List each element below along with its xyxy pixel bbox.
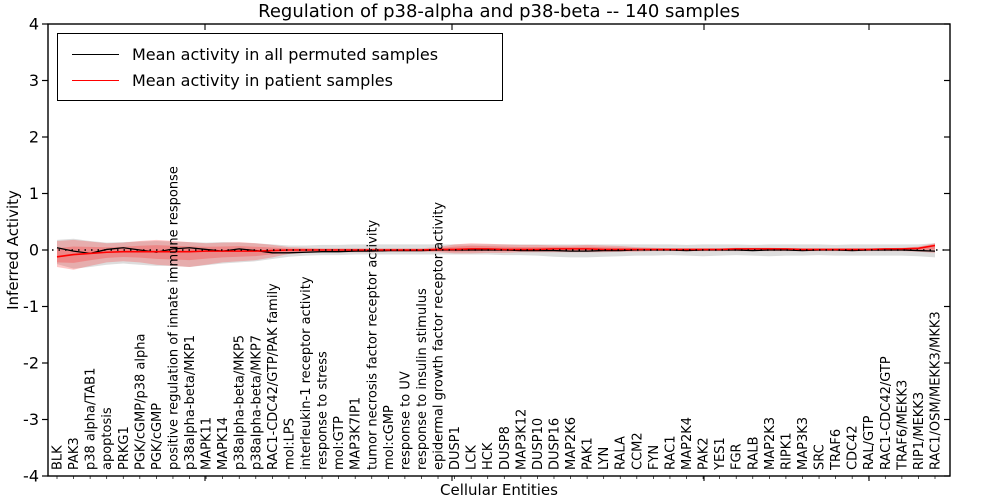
x-tick-label: MAP3K3	[796, 417, 811, 470]
x-tick-label: RAC1-CDC42/GTP	[879, 356, 894, 470]
x-tick-label: positive regulation of innate immune res…	[166, 166, 181, 470]
x-tick-label: MAPK14	[216, 417, 231, 470]
x-tick-label: RALA	[614, 436, 629, 470]
x-tick-label: BLK	[51, 445, 66, 470]
x-tick-label: MAP2K3	[763, 417, 778, 470]
x-tick-label: FGR	[730, 443, 745, 470]
x-tick-label: p38 alpha/TAB1	[84, 368, 99, 470]
y-tick-label: 4	[29, 15, 39, 34]
y-tick-label: 0	[29, 241, 39, 260]
x-tick-label: interleukin-1 receptor activity	[299, 276, 314, 470]
y-tick-label: -4	[23, 467, 39, 486]
legend-item-permuted: Mean activity in all permuted samples	[58, 41, 502, 67]
x-tick-label: RAC1-CDC42/GTP/PAK family	[266, 283, 281, 470]
legend-label-permuted: Mean activity in all permuted samples	[132, 44, 439, 64]
x-tick-label: MAP2K6	[564, 417, 579, 470]
x-tick-label: LCK	[465, 445, 480, 470]
chart-title: Regulation of p38-alpha and p38-beta -- …	[258, 1, 740, 22]
y-tick-label: -1	[23, 297, 39, 316]
x-tick-label: mol:GTP	[332, 416, 347, 470]
x-tick-label: PRKG1	[117, 426, 132, 470]
x-tick-label: epidermal growth factor receptor activit…	[432, 202, 447, 470]
x-tick-label: PAK3	[67, 437, 82, 470]
x-tick-label: SRC	[813, 444, 828, 470]
x-tick-label: MAP3K7IP1	[349, 397, 364, 470]
x-tick-label: HCK	[481, 442, 496, 470]
x-tick-label: RAL/GTP	[862, 415, 877, 470]
x-tick-label: PGK/cGMP/p38 alpha	[133, 334, 148, 470]
x-tick-label: RALB	[746, 436, 761, 470]
x-tick-label: DUSP8	[498, 426, 513, 470]
x-tick-label: tumor necrosis factor receptor activity	[365, 219, 380, 470]
x-tick-label: PAK2	[697, 437, 712, 470]
x-tick-label: MAP3K12	[514, 409, 529, 470]
x-tick-label: DUSP16	[547, 418, 562, 470]
x-tick-label: PAK1	[581, 437, 596, 470]
x-tick-label: DUSP10	[531, 418, 546, 470]
x-tick-label: MAPK11	[200, 417, 215, 470]
x-tick-label: apoptosis	[100, 407, 115, 470]
x-tick-label: response to stress	[316, 351, 331, 470]
x-tick-label: RAC1	[663, 435, 678, 470]
x-tick-label: RIPK1	[779, 432, 794, 470]
permuted-band	[57, 238, 935, 269]
x-tick-label: LYN	[597, 447, 612, 470]
x-tick-label: CCM2	[630, 432, 645, 470]
x-tick-label: CDC42	[846, 425, 861, 470]
x-tick-label: mol:cGMP	[382, 405, 397, 470]
x-tick-label: YES1	[713, 437, 728, 471]
x-tick-label: RAC1/OSM/MEKK3/MKK3	[929, 311, 944, 470]
x-tick-label: DUSP1	[448, 426, 463, 470]
x-tick-label: TRAF6/MEKK3	[895, 380, 910, 471]
permuted-mean-line	[56, 247, 936, 255]
x-tick-label: p38alpha-beta/MKP7	[249, 335, 264, 470]
patient-band-outer	[57, 239, 935, 270]
x-tick-label: p38alpha-beta/MKP5	[233, 335, 248, 470]
legend-line-red-icon	[72, 79, 119, 81]
x-tick-label: response to insulin stimulus	[415, 288, 430, 470]
y-tick-label: 2	[29, 128, 39, 147]
x-tick-label: response to UV	[398, 371, 413, 470]
x-tick-label: MAP2K4	[680, 417, 695, 470]
legend: Mean activity in all permuted samples Me…	[57, 33, 503, 101]
y-tick-label: 1	[29, 184, 39, 203]
x-tick-label: PGK/cGMP	[150, 403, 165, 470]
x-tick-label: p38alpha-beta/MKP1	[183, 335, 198, 470]
x-tick-label: TRAF6	[829, 429, 844, 471]
patient-mean-line	[56, 244, 936, 258]
y-tick-label: 3	[29, 71, 39, 90]
x-tick-label: FYN	[647, 445, 662, 470]
legend-item-patient: Mean activity in patient samples	[58, 67, 502, 93]
legend-line-black-icon	[72, 53, 119, 55]
x-tick-label: mol:LPS	[282, 418, 297, 470]
y-tick-label: -3	[23, 410, 39, 429]
y-tick-label: -2	[23, 354, 39, 373]
x-axis-label: Cellular Entities	[440, 481, 558, 499]
x-tick-label: RIP1/MEKK3	[912, 392, 927, 470]
legend-label-patient: Mean activity in patient samples	[132, 70, 393, 90]
